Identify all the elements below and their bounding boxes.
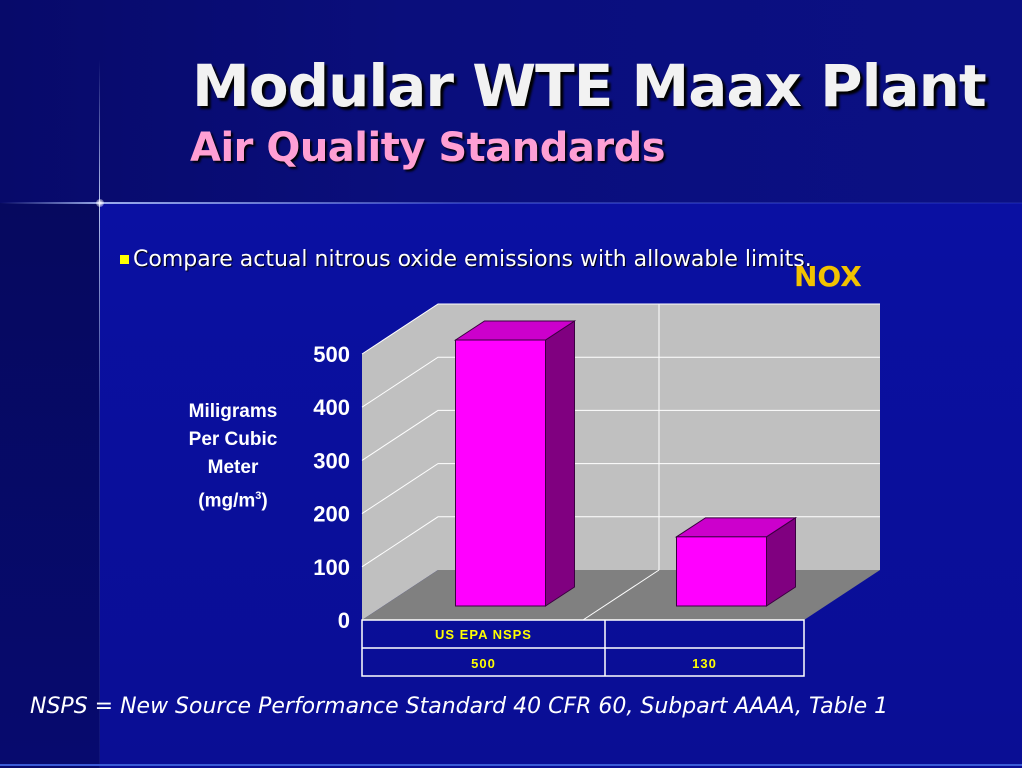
y-tick-label-500: 500 (313, 342, 350, 367)
header-divider (0, 202, 1022, 204)
bullet-item: Compare actual nitrous oxide emissions w… (120, 247, 812, 272)
y-axis-label-line-1: Miligrams (188, 401, 278, 422)
y-axis-unit-exponent: 3 (255, 490, 262, 502)
bottom-rule (0, 764, 1022, 766)
y-axis-unit-close: ) (261, 490, 268, 512)
bar-0 (455, 339, 546, 607)
gridline-400 (361, 356, 880, 408)
y-axis-unit: (mg/m (198, 490, 256, 512)
slide-title: Modular WTE Maax Plant (192, 52, 987, 120)
category-divider-floor (582, 569, 660, 621)
bullet-text: Compare actual nitrous oxide emissions w… (133, 247, 812, 272)
slide-subtitle: Air Quality Standards (190, 125, 666, 171)
chart-side-wall (362, 304, 438, 620)
y-tick-label-200: 200 (313, 502, 350, 527)
y-axis-label-line-2: Per Cubic (188, 429, 278, 450)
left-divider (99, 60, 100, 768)
bar-0-side (545, 320, 575, 607)
category-label-0: US EPA NSPS (435, 627, 532, 642)
footnote: NSPS = New Source Performance Standard 4… (30, 694, 889, 719)
sparkle-icon (96, 199, 104, 207)
gridline-200 (361, 463, 880, 515)
y-axis-label: Miligrams Per Cubic Meter (mg/m3) (168, 398, 298, 515)
data-label-0: 500 (471, 656, 496, 671)
gridline-500 (361, 303, 880, 355)
y-tick-label-300: 300 (313, 448, 350, 473)
header-band (0, 0, 1022, 203)
y-axis-label-line-3: Meter (207, 457, 259, 478)
gridline-300 (361, 409, 880, 461)
bullet-square-icon (120, 255, 129, 264)
y-tick-label-0: 0 (338, 608, 350, 633)
left-band (0, 203, 100, 768)
y-tick-label-100: 100 (313, 555, 350, 580)
gridline-100 (361, 516, 880, 568)
y-axis-label-line-4: (mg/m3) (168, 482, 298, 515)
data-label-1: 130 (692, 656, 717, 671)
bar-1 (676, 536, 767, 607)
chart-title: NOX (794, 260, 862, 293)
y-tick-label-400: 400 (313, 395, 350, 420)
